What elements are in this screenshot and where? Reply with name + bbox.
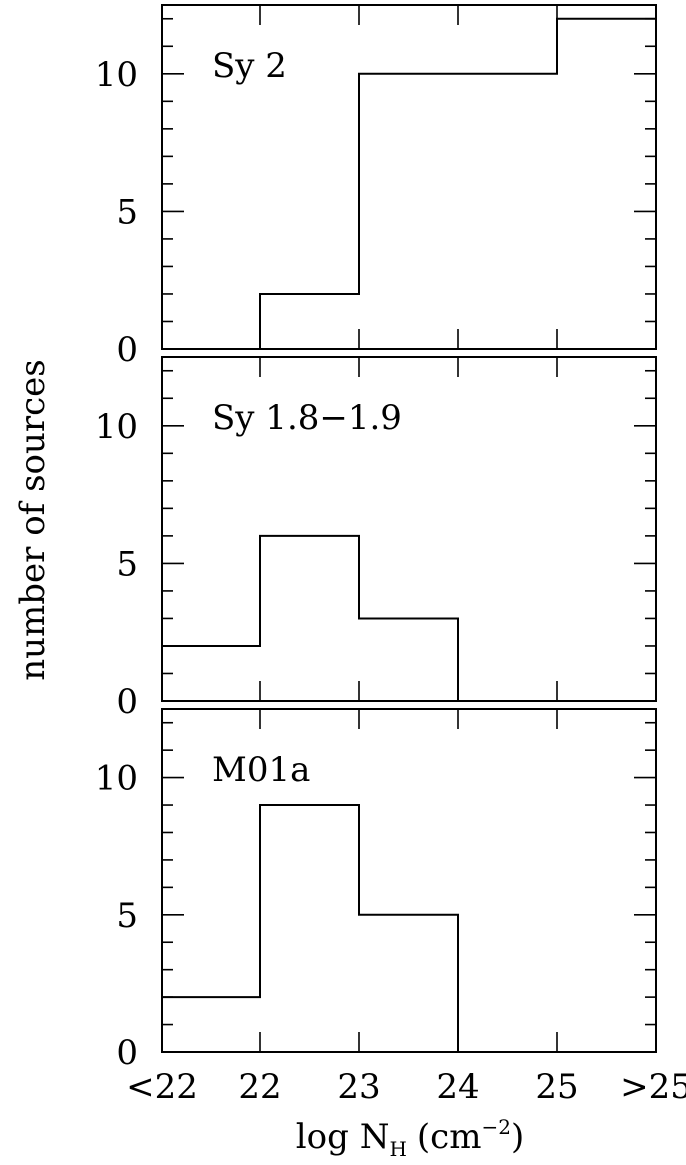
y-tick-label: 5 bbox=[116, 544, 138, 584]
histogram-bin bbox=[359, 74, 458, 349]
histogram-step-line bbox=[162, 804, 656, 1053]
y-axis-label: number of sources bbox=[13, 359, 53, 681]
y-tick-label: 0 bbox=[116, 330, 138, 370]
x-axis-label-main: log N bbox=[296, 1117, 390, 1157]
panel-label: M01a bbox=[212, 750, 310, 790]
histogram-bin bbox=[162, 646, 260, 701]
histogram-bin bbox=[260, 294, 359, 349]
y-tick-label: 10 bbox=[95, 759, 138, 799]
x-tick-label: <22 bbox=[126, 1067, 198, 1107]
x-tick-label: 23 bbox=[337, 1067, 380, 1107]
x-tick-label: 25 bbox=[535, 1067, 578, 1107]
histogram-bin bbox=[458, 74, 557, 349]
histogram-step-line bbox=[162, 534, 656, 702]
histogram-bin bbox=[162, 997, 260, 1052]
x-tick-label: >25 bbox=[620, 1067, 686, 1107]
x-axis-label-unit-open: (cm bbox=[417, 1117, 482, 1157]
panel-1: 0 5 10 Sy 2 bbox=[95, 4, 657, 370]
panel-3: 0 5 10 M01a bbox=[95, 708, 657, 1073]
y-tick-label: 5 bbox=[116, 192, 138, 232]
panel-frame bbox=[161, 4, 657, 350]
y-tick-label: 0 bbox=[116, 1033, 138, 1073]
panel-label: Sy 1.8−1.9 bbox=[212, 398, 402, 438]
panel-frame bbox=[161, 356, 657, 702]
histogram-step-line bbox=[162, 17, 656, 350]
panel-frame bbox=[161, 708, 657, 1053]
histogram-bin bbox=[260, 805, 359, 1052]
x-axis-label-unit-exponent: −2 bbox=[481, 1115, 510, 1139]
x-axis-label: log NH (cm−2) bbox=[296, 1115, 524, 1161]
x-tick-label: 22 bbox=[238, 1067, 281, 1107]
histogram-bin bbox=[557, 19, 656, 349]
y-tick-label: 0 bbox=[116, 682, 138, 722]
y-tick-label: 10 bbox=[95, 55, 138, 95]
panel-2: 0 5 10 Sy 1.8−1.9 bbox=[95, 356, 657, 722]
histogram-bin bbox=[260, 536, 359, 701]
x-tick-label: 24 bbox=[436, 1067, 479, 1107]
x-axis-label-subscript: H bbox=[389, 1137, 406, 1161]
panels-group: 0 5 10 Sy 2 0 5 10 Sy 1.8−1.9 0 5 10 M01a <22 22 23 24 2… bbox=[95, 4, 686, 1107]
y-tick-label: 5 bbox=[116, 896, 138, 936]
x-axis-label-unit-close: ) bbox=[511, 1117, 524, 1157]
panel-label: Sy 2 bbox=[212, 46, 287, 86]
histogram-bin bbox=[359, 618, 458, 701]
y-tick-label: 10 bbox=[95, 407, 138, 447]
histogram-bin bbox=[359, 915, 458, 1052]
